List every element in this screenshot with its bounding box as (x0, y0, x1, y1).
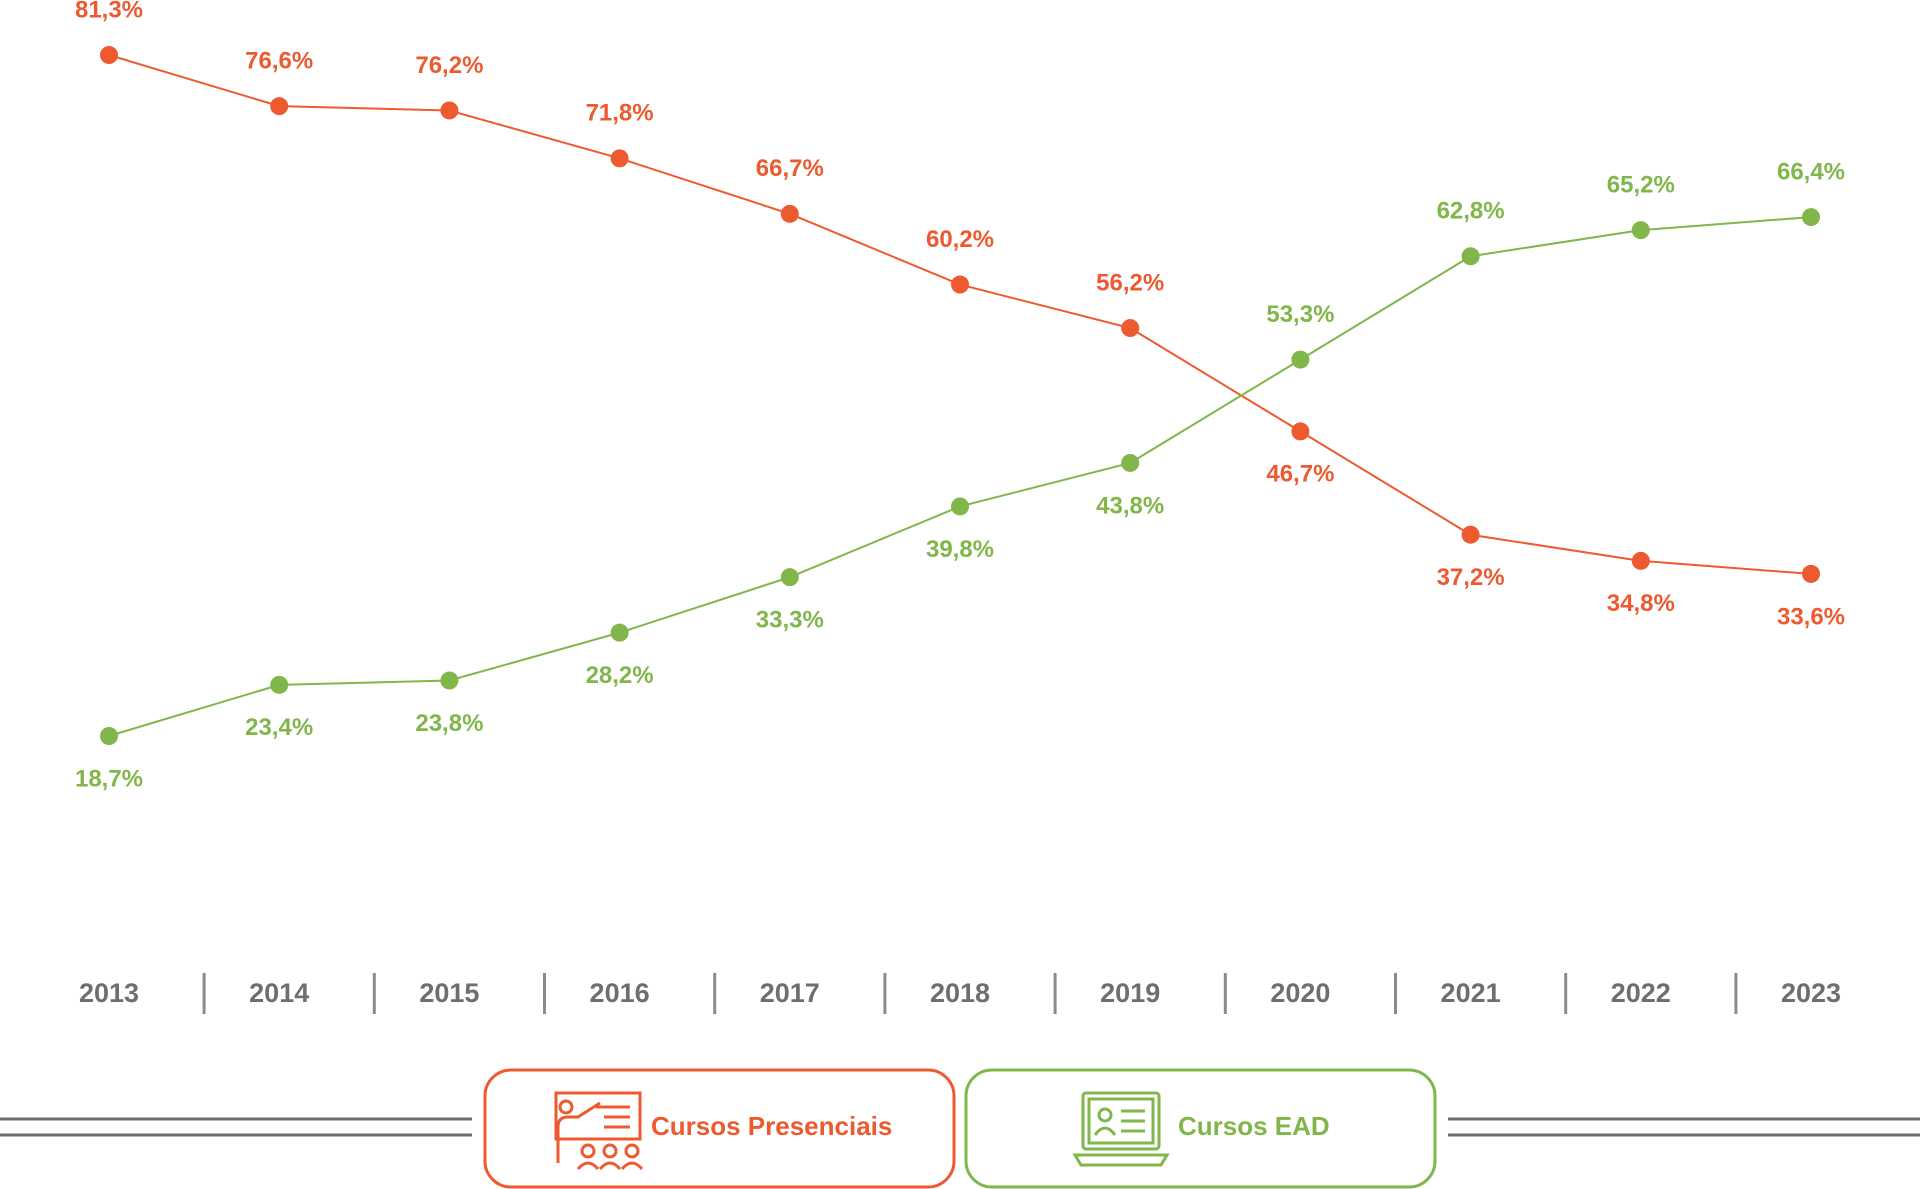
data-label: 23,8% (415, 710, 483, 737)
data-point (1291, 350, 1310, 369)
x-tick-label: 2022 (1611, 978, 1671, 1008)
x-tick-label: 2019 (1100, 978, 1160, 1008)
x-tick-label: 2021 (1441, 978, 1501, 1008)
data-point (780, 568, 799, 587)
data-point (951, 275, 969, 294)
data-label: 76,6% (245, 47, 313, 74)
data-point (440, 101, 459, 120)
data-label: 39,8% (926, 536, 994, 563)
x-axis: 2013 2014 2015 2016 2017 2018 2019 2020 2021 2022… (79, 973, 1841, 1014)
data-point (1631, 221, 1650, 240)
data-label: 66,4% (1777, 158, 1845, 185)
data-label: 33,3% (756, 607, 824, 634)
data-label: 53,3% (1266, 301, 1334, 328)
data-point (1802, 564, 1820, 583)
data-point (1121, 319, 1140, 338)
legend-box (483, 1068, 956, 1189)
data-point (1631, 551, 1650, 570)
data-label: 76,2% (415, 52, 483, 79)
data-label: 34,8% (1607, 590, 1675, 617)
legend-label: Cursos EAD (1178, 1111, 1330, 1141)
data-label: 56,2% (1096, 269, 1164, 296)
data-label: 23,4% (245, 714, 313, 741)
data-point (270, 675, 289, 694)
x-tick-label: 2015 (419, 978, 479, 1008)
data-label: 37,2% (1437, 564, 1505, 591)
data-label: 43,8% (1096, 492, 1164, 519)
data-label: 71,8% (586, 100, 654, 127)
data-label: 33,6% (1777, 603, 1845, 630)
data-point (1461, 525, 1480, 544)
plot-area: 81,3% 76,6% 76,2% 71,8% 66,7% 60,2% 56,2% 46,7%… (75, 0, 1845, 792)
series-line (108, 54, 1812, 575)
data-point (1802, 208, 1820, 227)
data-point (1291, 422, 1310, 441)
data-point (1461, 247, 1480, 266)
x-tick-label: 2020 (1270, 978, 1330, 1008)
data-point (100, 46, 118, 64)
x-tick-label: 2017 (760, 978, 820, 1008)
legend-icon-laptop (1072, 1091, 1170, 1167)
data-label: 81,3% (75, 0, 143, 23)
data-label: 28,2% (586, 662, 654, 689)
data-point (440, 671, 459, 690)
data-label: 18,7% (75, 765, 143, 792)
data-point (270, 97, 289, 116)
data-point (951, 497, 969, 516)
data-label: 60,2% (926, 226, 994, 253)
x-tick-label: 2013 (79, 978, 139, 1008)
data-label: 62,8% (1437, 198, 1505, 225)
x-tick-label: 2023 (1781, 978, 1841, 1008)
x-tick-label: 2014 (249, 978, 309, 1008)
data-point (1121, 453, 1140, 472)
series-line (108, 216, 1812, 737)
legend: Cursos Presenciais Cursos EAD (0, 1068, 1920, 1189)
data-point (610, 623, 629, 642)
legend-label: Cursos Presenciais (651, 1111, 892, 1141)
data-point (610, 149, 629, 168)
data-point (780, 204, 799, 223)
x-tick-label: 2016 (590, 978, 650, 1008)
data-label: 65,2% (1607, 171, 1675, 198)
legend-icon-classroom (554, 1091, 644, 1171)
data-label: 66,7% (756, 155, 824, 182)
data-point (100, 727, 118, 745)
x-tick-label: 2018 (930, 978, 990, 1008)
data-label: 46,7% (1266, 461, 1334, 488)
